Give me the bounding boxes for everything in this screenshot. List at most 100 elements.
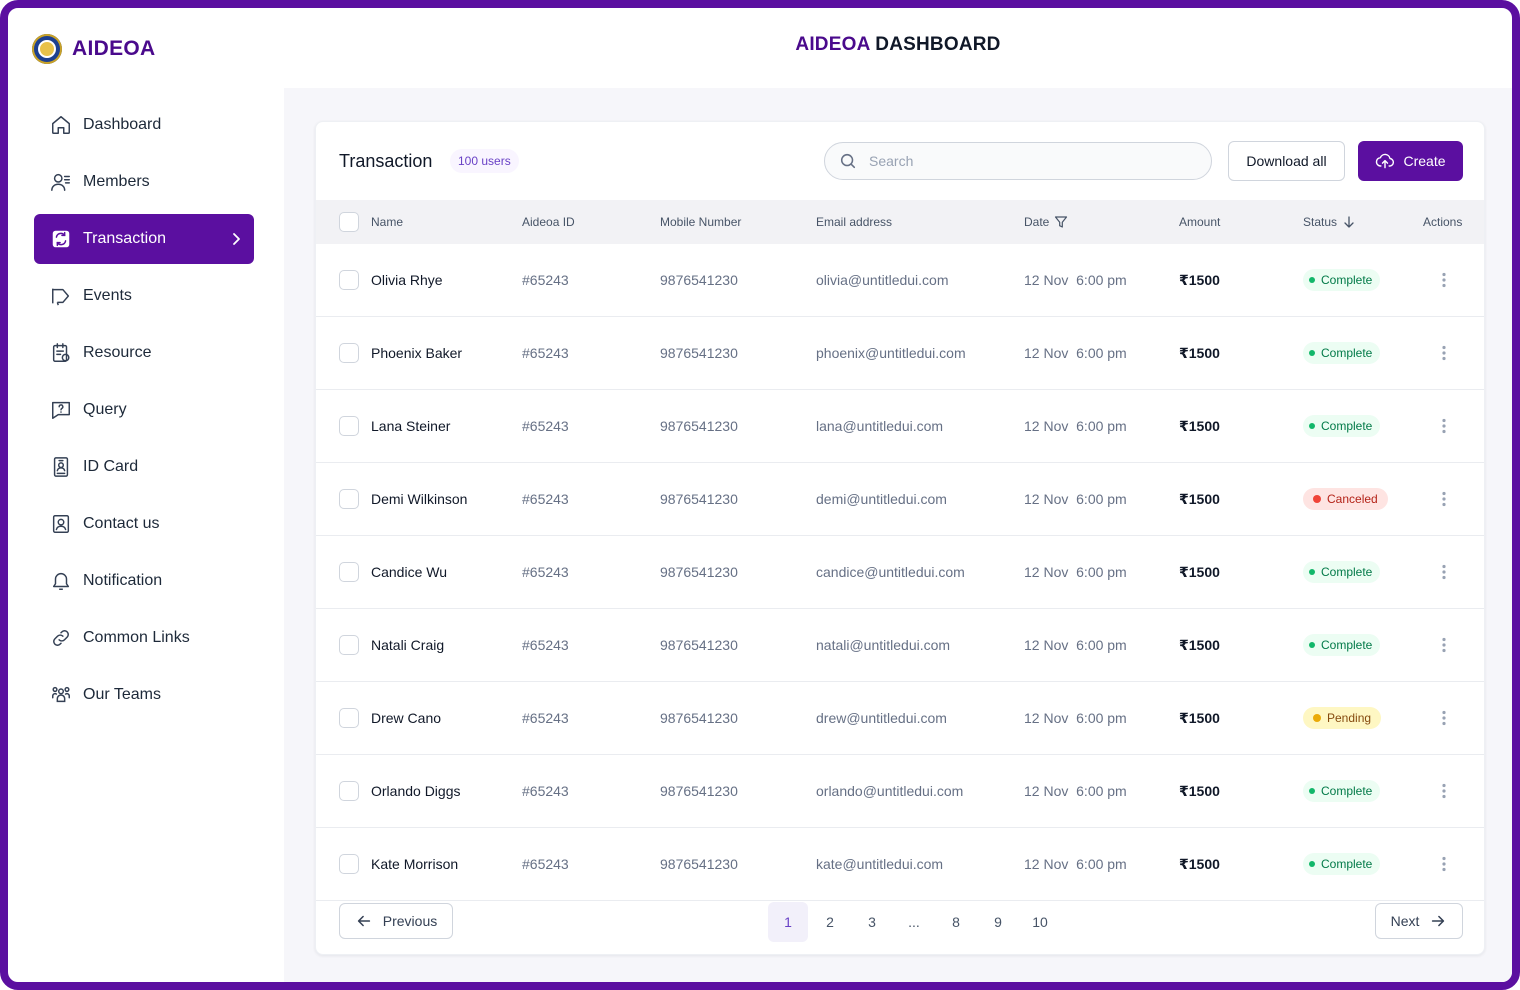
row-mobile-number: 9876541230 (660, 418, 738, 434)
row-email: lana@untitledui.com (816, 418, 944, 434)
filter-icon[interactable] (1054, 215, 1068, 229)
sidebar-item-transaction[interactable]: Transaction (34, 214, 254, 264)
create-button[interactable]: Create (1358, 141, 1463, 181)
sidebar-item-resource[interactable]: Resource (34, 328, 254, 378)
more-vertical-icon[interactable] (1434, 781, 1454, 801)
column-date[interactable]: Date (1024, 200, 1068, 244)
row-checkbox[interactable] (339, 343, 359, 363)
more-vertical-icon[interactable] (1434, 635, 1454, 655)
row-date: 12 Nov 6:00 pm (1024, 491, 1127, 507)
row-name: Drew Cano (371, 710, 442, 726)
sidebar-item-contact-us[interactable]: Contact us (34, 499, 254, 549)
select-all-checkbox[interactable] (339, 212, 359, 232)
sidebar-item-label: Common Links (83, 629, 190, 646)
more-vertical-icon[interactable] (1434, 489, 1454, 509)
more-vertical-icon[interactable] (1434, 854, 1454, 874)
previous-button[interactable]: Previous (339, 903, 453, 939)
table-row[interactable]: Demi Wilkinson #65243 9876541230 demi@untit… (316, 463, 1484, 536)
row-name: Olivia Rhye (371, 272, 443, 288)
page-title: AIDEOA DASHBOARD (8, 34, 1512, 56)
page-number[interactable]: 1 (768, 902, 808, 942)
row-checkbox-cell (339, 755, 359, 827)
card-title: Transaction (339, 151, 433, 171)
arrow-down-icon[interactable] (1342, 215, 1356, 229)
select-all-checkbox-cell (339, 200, 359, 244)
row-mobile-number: 9876541230 (660, 783, 738, 799)
row-amount: ₹1500 (1179, 418, 1220, 434)
row-checkbox[interactable] (339, 635, 359, 655)
status-label: Pending (1327, 711, 1372, 725)
page-number[interactable]: 8 (952, 914, 960, 930)
sidebar-item-label: Events (83, 287, 132, 304)
sidebar-item-id-card[interactable]: ID Card (34, 442, 254, 492)
sidebar-item-query[interactable]: Query (34, 385, 254, 435)
pagination: Previous 1 2 3... 8 9 10 Next (316, 892, 1484, 956)
sidebar-item-dashboard[interactable]: Dashboard (34, 100, 254, 150)
table-row[interactable]: Kate Morrison #65243 9876541230 kate@untitl… (316, 828, 1484, 901)
row-checkbox[interactable] (339, 489, 359, 509)
status-dot-icon (1309, 788, 1315, 794)
row-amount: ₹1500 (1179, 491, 1220, 507)
table-row[interactable]: Drew Cano #65243 9876541230 drew@untitledui… (316, 682, 1484, 755)
table-row[interactable]: Natali Craig #65243 9876541230 natali@untit… (316, 609, 1484, 682)
page-number[interactable]: 10 (1032, 914, 1048, 930)
more-vertical-icon[interactable] (1434, 562, 1454, 582)
row-checkbox[interactable] (339, 562, 359, 582)
status-dot-icon (1309, 423, 1315, 429)
row-checkbox[interactable] (339, 270, 359, 290)
row-date: 12 Nov 6:00 pm (1024, 564, 1127, 580)
brand[interactable]: AIDEOA (32, 34, 155, 64)
column-name: Name (371, 215, 404, 229)
transaction-icon (52, 230, 70, 248)
page-number[interactable]: 9 (994, 914, 1002, 930)
more-vertical-icon[interactable] (1434, 708, 1454, 728)
row-checkbox[interactable] (339, 416, 359, 436)
search-box[interactable] (824, 142, 1212, 180)
status-dot-icon (1313, 714, 1321, 722)
sidebar-item-events[interactable]: Events (34, 271, 254, 321)
megaphone-icon (52, 288, 70, 306)
row-mobile-number: 9876541230 (660, 272, 738, 288)
link-icon (53, 630, 69, 646)
row-aideoa-id: #65243 (522, 710, 569, 726)
next-button[interactable]: Next (1375, 903, 1463, 939)
sidebar-item-notification[interactable]: Notification (34, 556, 254, 606)
row-checkbox[interactable] (339, 854, 359, 874)
cloud-upload-icon (1376, 153, 1395, 169)
row-aideoa-id: #65243 (522, 783, 569, 799)
page-number[interactable]: 2 (826, 914, 834, 930)
search-input[interactable] (867, 152, 1191, 170)
status-dot-icon (1309, 642, 1315, 648)
download-all-button[interactable]: Download all (1228, 141, 1345, 181)
page-number[interactable]: 3 (868, 914, 876, 930)
sidebar-item-label: ID Card (83, 458, 139, 475)
more-vertical-icon[interactable] (1434, 270, 1454, 290)
row-name: Demi Wilkinson (371, 491, 468, 507)
row-amount: ₹1500 (1179, 710, 1220, 726)
row-checkbox[interactable] (339, 708, 359, 728)
status-label: Complete (1321, 273, 1373, 287)
more-vertical-icon[interactable] (1434, 416, 1454, 436)
table-row[interactable]: Olivia Rhye #65243 9876541230 olivia@untitl… (316, 244, 1484, 317)
row-date: 12 Nov 6:00 pm (1024, 637, 1127, 653)
row-mobile-number: 9876541230 (660, 637, 738, 653)
row-checkbox[interactable] (339, 781, 359, 801)
page-title-rest: DASHBOARD (875, 34, 1001, 55)
sidebar-item-our-teams[interactable]: Our Teams (34, 670, 254, 720)
sidebar-item-common-links[interactable]: Common Links (34, 613, 254, 663)
row-checkbox-cell (339, 317, 359, 389)
table-row[interactable]: Lana Steiner #65243 9876541230 lana@untitle… (316, 390, 1484, 463)
sidebar-item-members[interactable]: Members (34, 157, 254, 207)
sidebar-item-label: Resource (83, 344, 152, 361)
column-status[interactable]: Status (1303, 200, 1356, 244)
table-row[interactable]: Orlando Diggs #65243 9876541230 orlando@unt… (316, 755, 1484, 828)
row-checkbox-cell (339, 390, 359, 462)
transaction-card: Transaction 100 users Download all Creat… (315, 121, 1485, 955)
more-vertical-icon[interactable] (1434, 343, 1454, 363)
arrow-left-icon (357, 915, 370, 927)
main-content: Transaction 100 users Download all Creat… (284, 88, 1512, 982)
row-aideoa-id: #65243 (522, 272, 569, 288)
table-row[interactable]: Candice Wu #65243 9876541230 candice@untitl… (316, 536, 1484, 609)
row-date: 12 Nov 6:00 pm (1024, 272, 1127, 288)
table-row[interactable]: Phoenix Baker #65243 9876541230 phoenix@unt… (316, 317, 1484, 390)
